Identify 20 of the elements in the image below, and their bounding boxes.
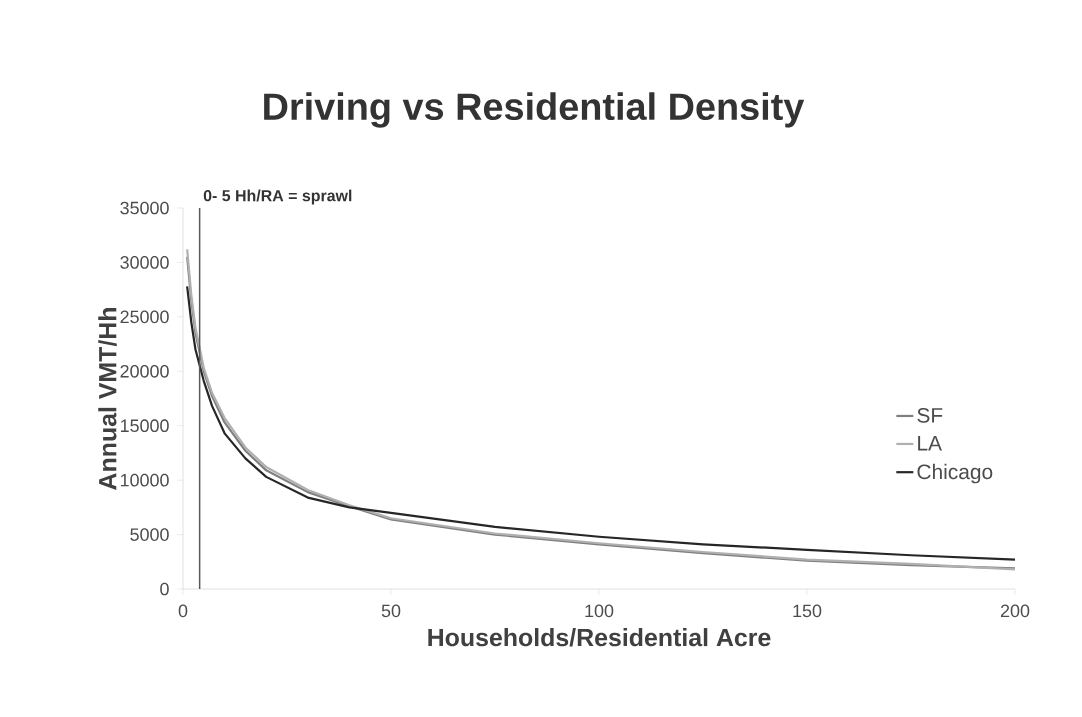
x-axis-title: Households/Residential Acre — [428, 628, 771, 647]
ref-line-label: 0- 5 Hh/RA = sprawl — [203, 189, 352, 205]
y-tick-label: 15000 — [120, 419, 169, 433]
x-tick-label: 200 — [1000, 604, 1030, 618]
x-tick-label: 50 — [381, 604, 401, 618]
y-tick-label: 0 — [160, 582, 169, 596]
legend-label: Chicago — [917, 463, 993, 484]
legend-label: LA — [918, 436, 942, 451]
legend-label: SF — [917, 407, 943, 423]
y-tick-label: 10000 — [120, 473, 169, 487]
x-tick-label: 0 — [178, 604, 188, 618]
chart-title: Driving vs Residential Density — [264, 92, 805, 128]
y-tick-label: 35000 — [120, 201, 169, 215]
y-axis-title: Annual VMT/Hh — [98, 308, 117, 490]
y-tick-label: 5000 — [130, 528, 169, 541]
x-tick-label: 150 — [793, 604, 822, 618]
y-tick-label: 30000 — [120, 256, 169, 269]
y-tick-label: 20000 — [120, 364, 169, 378]
y-tick-label: 25000 — [120, 310, 169, 324]
x-tick-label: 100 — [585, 604, 614, 618]
